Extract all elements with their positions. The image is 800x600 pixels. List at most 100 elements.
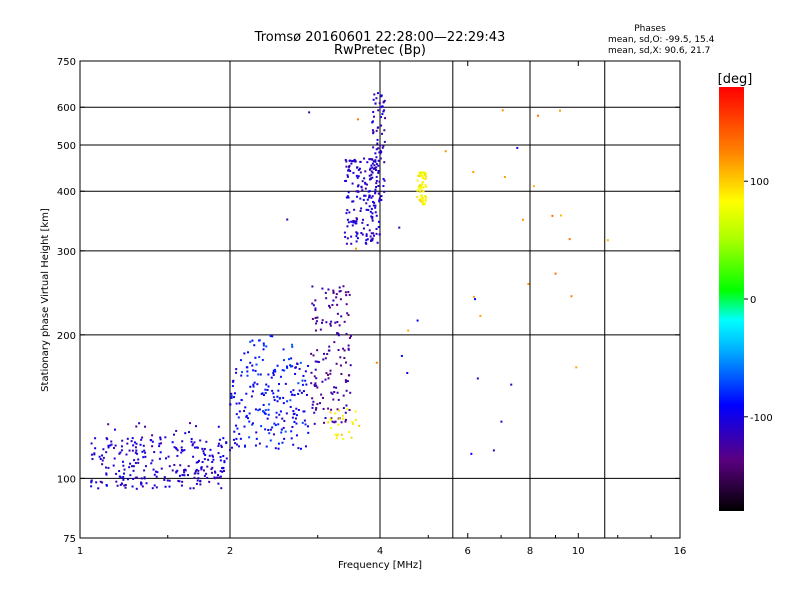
data-point [338,290,341,293]
data-point [371,212,374,215]
data-point [118,452,121,455]
data-point [319,402,322,405]
data-point [374,159,377,162]
data-point [217,482,220,485]
data-point [312,304,315,307]
data-point [293,420,296,423]
data-point [472,295,475,298]
data-point [267,428,270,431]
data-point [129,462,132,465]
data-point [378,198,381,201]
data-point [350,242,353,245]
data-point [140,477,143,480]
data-point [570,295,573,298]
data-point [374,169,377,172]
data-point [314,382,317,385]
y-tick-label: 750 [57,57,76,68]
data-point [235,437,238,440]
data-point [235,402,238,405]
data-point [272,371,275,374]
data-point [286,366,289,369]
data-point [222,455,225,458]
data-point [344,291,347,294]
data-point [107,444,110,447]
data-point [407,329,410,332]
data-point [352,160,355,163]
data-point [333,386,336,389]
data-point [265,383,268,386]
data-point [211,461,214,464]
data-point [272,433,275,436]
data-point [118,470,121,473]
data-point [231,385,234,388]
data-point [345,212,348,215]
data-point [105,472,108,475]
x-tick-label: 10 [572,546,585,557]
data-point [376,92,379,95]
data-point [211,454,214,457]
data-point [356,195,359,198]
data-point [158,457,161,460]
data-point [356,232,359,235]
data-point [371,237,374,240]
data-point [126,478,129,481]
data-point [337,423,340,426]
data-point [139,443,142,446]
data-point [91,458,94,461]
data-point [329,411,332,414]
data-point [371,219,374,222]
data-point [349,170,352,173]
data-point [375,156,378,159]
data-point [283,369,286,372]
data-point [295,422,298,425]
data-point [158,445,161,448]
data-point [380,132,383,135]
data-point [214,471,217,474]
data-point [382,177,385,180]
data-point [345,389,348,392]
data-point [144,455,147,458]
data-point [312,400,315,403]
data-point [416,195,419,198]
data-point [350,436,353,439]
data-point [380,198,383,201]
data-point [363,177,366,180]
data-point [337,398,340,401]
data-point [295,407,298,410]
data-point [93,453,96,456]
data-point [264,409,267,412]
data-point [282,348,285,351]
data-point [345,294,348,297]
data-point [193,472,196,475]
data-point [261,392,264,395]
data-point [313,411,316,414]
data-point [351,182,354,185]
data-point [213,476,216,479]
data-point [291,425,294,428]
data-point [379,116,382,119]
data-point [326,353,329,356]
data-point [343,357,346,360]
data-point [377,225,380,228]
data-point [277,423,280,426]
data-point [235,368,238,371]
data-point [210,468,213,471]
data-point [220,446,223,449]
data-point [132,465,135,468]
data-point [311,285,314,288]
colorbar-ticks: 100 0 -100 [744,177,773,424]
data-point [253,344,256,347]
data-point [476,377,479,380]
data-point [137,458,140,461]
data-point [310,382,313,385]
data-point [140,482,143,485]
data-point [384,117,387,120]
data-point [359,210,362,213]
data-point [126,437,129,440]
data-point [422,190,425,193]
data-point [348,159,351,162]
data-point [152,468,155,471]
data-point [421,189,424,192]
data-point [344,379,347,382]
data-point [419,200,422,203]
